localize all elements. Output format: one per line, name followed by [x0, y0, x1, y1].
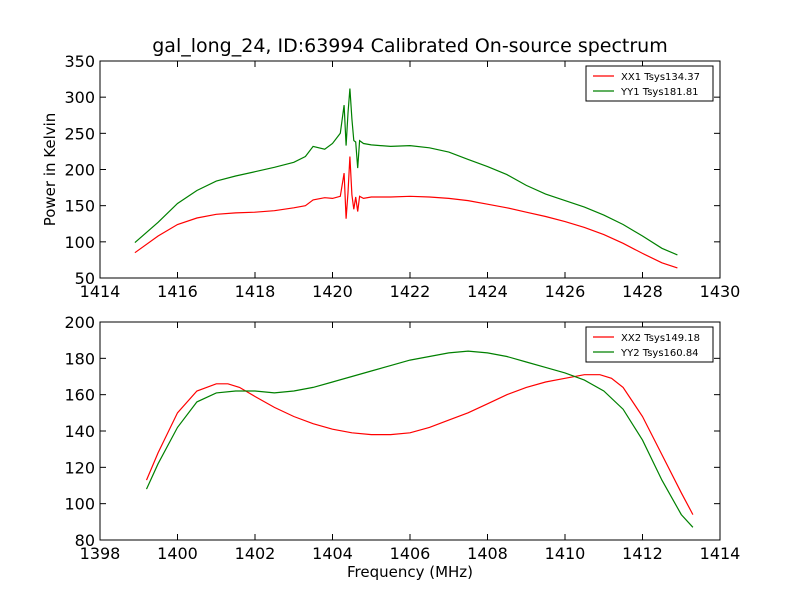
bottom-panel-ticks: 1398 1400 1402 1404 1406 1408 1410 1412 1414 80 10… [64, 313, 740, 563]
series-line-yy1 [134, 88, 678, 256]
x-tick-label: 1414 [700, 544, 741, 563]
x-tick-label: 1420 [312, 282, 353, 301]
x-tick-label: 1414 [80, 282, 121, 301]
y-tick-label: 200 [64, 161, 95, 180]
y-tick-label: 300 [64, 88, 95, 107]
x-tick-label: 1398 [80, 544, 121, 563]
y-tick-label: 200 [64, 313, 95, 332]
top-panel-ticks: 1414 1416 1418 1420 1422 1424 1426 1428 1430 50 10… [64, 52, 740, 301]
x-tick-label: 1418 [235, 282, 276, 301]
bottom-panel-series [145, 350, 694, 528]
series-line-yy2 [145, 350, 694, 528]
y-tick-label: 180 [64, 349, 95, 368]
x-tick-label: 1416 [157, 282, 198, 301]
y-tick-label: 50 [75, 269, 95, 288]
legend-box [585, 326, 714, 363]
y-tick-label: 150 [64, 197, 95, 216]
x-tick-label: 1422 [390, 282, 431, 301]
top-panel: 1414 1416 1418 1420 1422 1424 1426 1428 1430 50 10… [41, 52, 740, 301]
legend-label: XX1 Tsys134.37 [621, 72, 700, 83]
x-tick-label: 1402 [235, 544, 276, 563]
y-tick-label: 120 [64, 458, 95, 477]
series-line-xx1 [134, 156, 678, 269]
x-tick-label: 1430 [700, 282, 741, 301]
x-tick-label: 1406 [390, 544, 431, 563]
x-tick-label: 1404 [312, 544, 353, 563]
y-tick-label: 100 [64, 495, 95, 514]
bottom-panel: 1398 1400 1402 1404 1406 1408 1410 1412 1414 80 10… [64, 313, 740, 581]
legend-label: YY1 Tsys181.81 [620, 87, 699, 98]
legend-box [585, 65, 714, 102]
x-tick-label: 1428 [622, 282, 663, 301]
x-tick-label: 1412 [622, 544, 663, 563]
x-tick-label: 1400 [157, 544, 198, 563]
legend-label: XX2 Tsys149.18 [621, 333, 700, 344]
y-tick-label: 100 [64, 233, 95, 252]
y-tick-label: 140 [64, 422, 95, 441]
x-tick-label: 1424 [467, 282, 508, 301]
series-line-xx2 [145, 374, 694, 515]
chart-title: gal_long_24, ID:63994 Calibrated On-sour… [152, 35, 667, 57]
y-tick-label: 350 [64, 52, 95, 71]
top-panel-series [134, 88, 678, 269]
top-panel-legend: XX1 Tsys134.37 YY1 Tsys181.81 [585, 65, 714, 102]
bottom-panel-x-axis-label: Frequency (MHz) [347, 563, 473, 581]
bottom-panel-legend: XX2 Tsys149.18 YY2 Tsys160.84 [585, 326, 714, 363]
legend-label: YY2 Tsys160.84 [620, 348, 699, 359]
top-panel-y-axis-label: Power in Kelvin [41, 113, 59, 227]
y-tick-label: 250 [64, 124, 95, 143]
x-tick-label: 1408 [467, 544, 508, 563]
x-tick-label: 1426 [545, 282, 586, 301]
x-tick-label: 1410 [545, 544, 586, 563]
y-tick-label: 160 [64, 386, 95, 405]
y-tick-label: 80 [75, 531, 95, 550]
